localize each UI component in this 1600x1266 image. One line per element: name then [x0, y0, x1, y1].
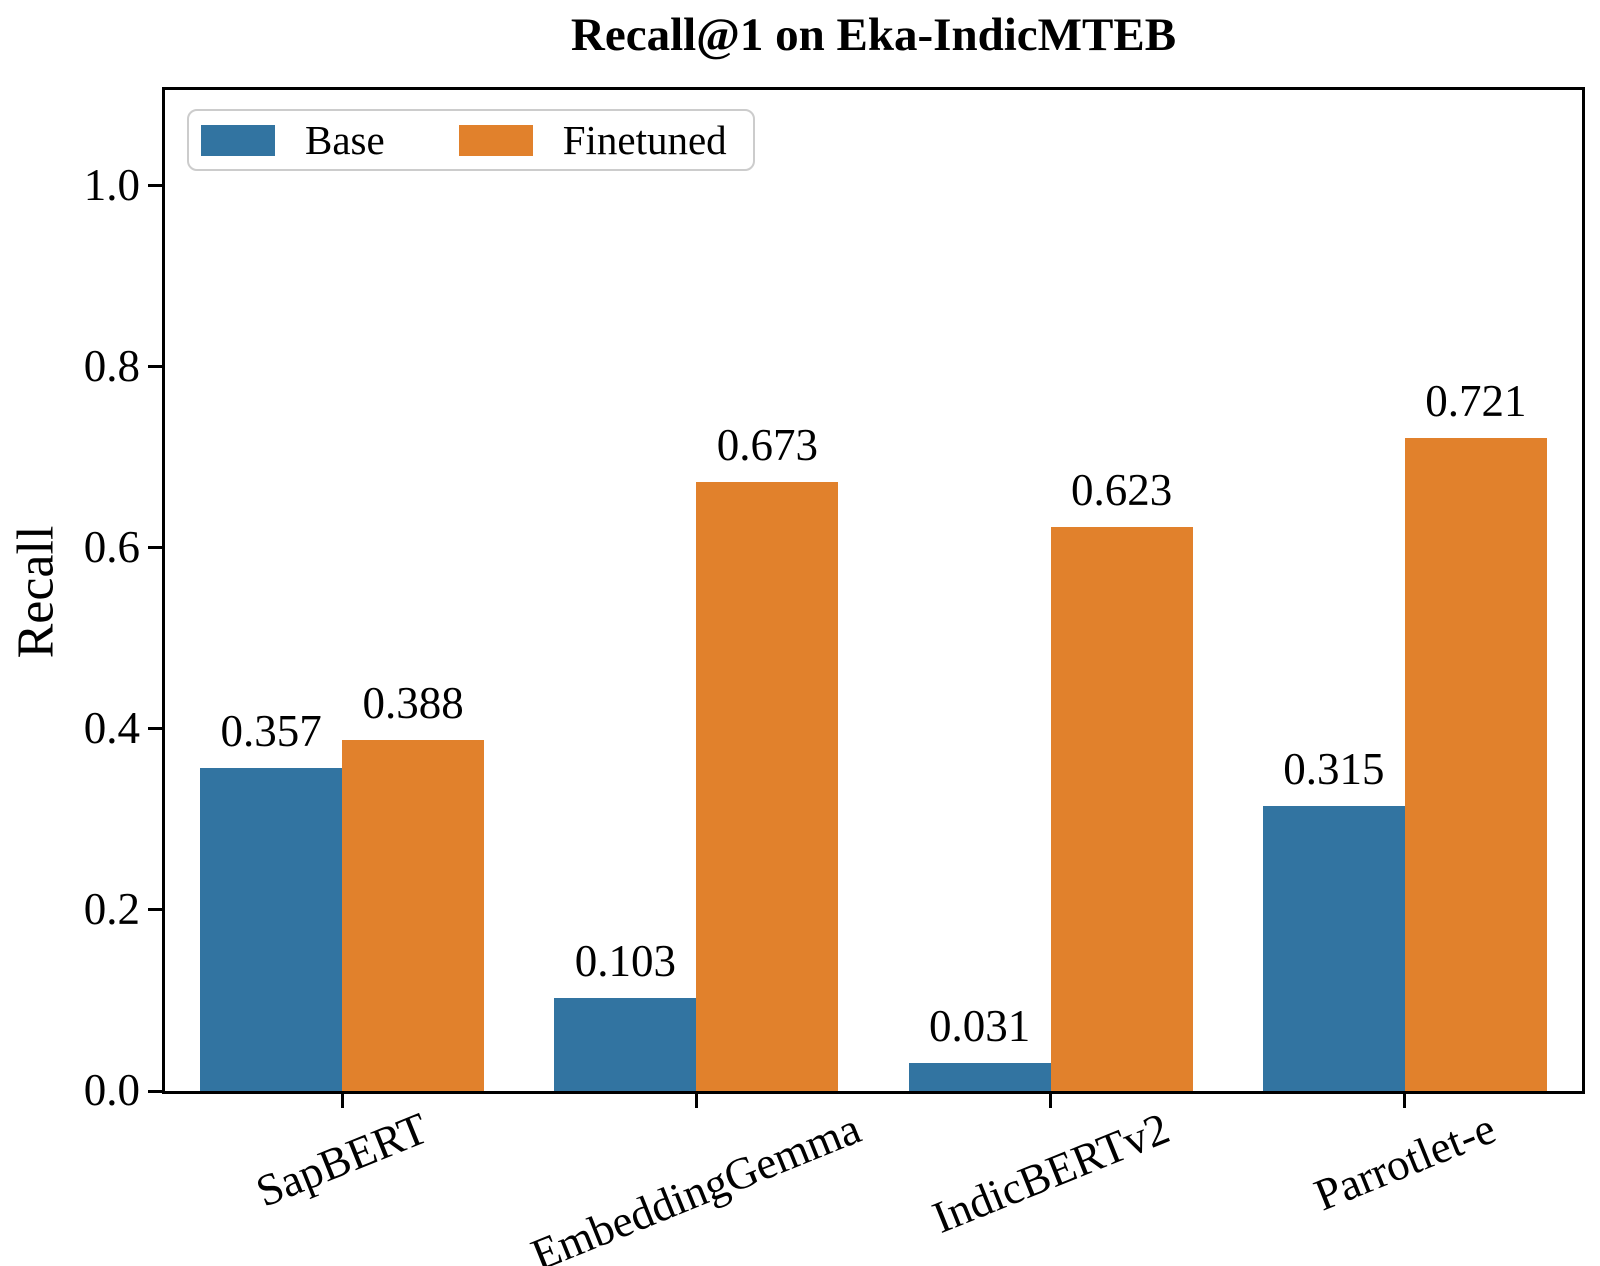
y-tick-label: 0.2: [83, 883, 140, 934]
legend-item-finetuned: Finetuned: [458, 116, 727, 164]
value-label-finetuned-SapBERT: 0.388: [362, 677, 464, 728]
x-tick-label-EmbeddingGemma: EmbeddingGemma: [524, 1102, 868, 1266]
legend-item-base: Base: [201, 116, 385, 164]
value-label-finetuned-EmbeddingGemma: 0.673: [716, 419, 818, 470]
bar-base-Parrotlet-e: [1262, 805, 1405, 1091]
bar-finetuned-EmbeddingGemma: [696, 481, 839, 1091]
y-tick-label: 0.0: [83, 1065, 140, 1115]
x-tick-mark: [1049, 1094, 1053, 1108]
value-label-finetuned-IndicBERTv2: 0.623: [1071, 465, 1173, 516]
bar-finetuned-SapBERT: [342, 739, 485, 1091]
x-tick-mark: [340, 1094, 344, 1108]
y-tick-label: 1.0: [83, 159, 140, 210]
value-label-base-EmbeddingGemma: 0.103: [574, 935, 676, 986]
legend: Base Finetuned: [187, 109, 755, 171]
x-tick-mark: [694, 1094, 698, 1108]
finetuned-color-swatch: [458, 124, 533, 156]
y-tick-label: 0.8: [83, 340, 140, 391]
legend-label-finetuned: Finetuned: [562, 117, 727, 163]
plot-area: 0.357 0.388 0.103 0.673 0.031 0.623 0.315 0.721…: [162, 87, 1585, 1094]
y-tick-label: 0.4: [83, 702, 140, 753]
x-tick-label-Parrotlet-e: Parrotlet-e: [1307, 1102, 1503, 1221]
base-color-swatch: [201, 124, 275, 156]
y-tick-mark: [148, 1089, 162, 1093]
bar-base-SapBERT: [200, 767, 343, 1091]
y-tick-label: 0.6: [83, 521, 140, 572]
bar-finetuned-IndicBERTv2: [1050, 527, 1193, 1091]
value-label-base-IndicBERTv2: 0.031: [929, 1000, 1031, 1051]
y-tick-mark: [148, 727, 162, 731]
bars-layer: 0.357 0.388 0.103 0.673 0.031 0.623 0.315 0.721: [165, 90, 1582, 1091]
y-tick-mark: [148, 184, 162, 188]
x-tick-label-IndicBERTv2: IndicBERTv2: [925, 1102, 1176, 1243]
value-label-base-Parrotlet-e: 0.315: [1283, 743, 1385, 794]
legend-label-base: Base: [305, 117, 385, 163]
bar-base-EmbeddingGemma: [554, 997, 697, 1091]
x-tick-label-SapBERT: SapBERT: [249, 1102, 435, 1217]
chart-title: Recall@1 on Eka-IndicMTEB: [570, 9, 1177, 61]
x-tick-mark: [1403, 1094, 1407, 1108]
bar-base-IndicBERTv2: [908, 1062, 1051, 1091]
bar-finetuned-Parrotlet-e: [1404, 438, 1547, 1091]
y-tick-mark: [148, 365, 162, 369]
y-tick-mark: [148, 546, 162, 550]
value-label-base-SapBERT: 0.357: [220, 705, 322, 756]
value-label-finetuned-Parrotlet-e: 0.721: [1425, 376, 1527, 427]
y-tick-mark: [148, 908, 162, 912]
